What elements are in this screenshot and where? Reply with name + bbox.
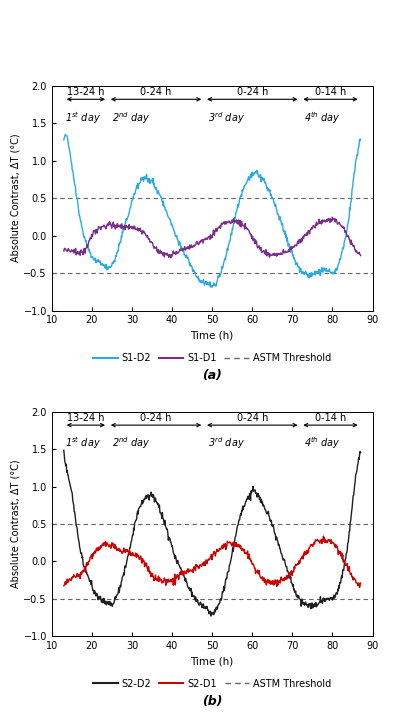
Text: 0-24 h: 0-24 h xyxy=(140,413,171,423)
Text: (b): (b) xyxy=(202,695,222,708)
Legend: S2-D2, S2-D1, ASTM Threshold: S2-D2, S2-D1, ASTM Threshold xyxy=(89,675,334,693)
Y-axis label: Absolute Contrast, ΔT (°C): Absolute Contrast, ΔT (°C) xyxy=(11,460,21,588)
Text: 4$^{th}$ day: 4$^{th}$ day xyxy=(304,110,340,126)
Text: 0-14 h: 0-14 h xyxy=(314,87,345,97)
Text: 13-24 h: 13-24 h xyxy=(67,87,104,97)
Text: 0-24 h: 0-24 h xyxy=(236,87,267,97)
Y-axis label: Absolute Contrast, ΔT (°C): Absolute Contrast, ΔT (°C) xyxy=(11,134,21,262)
Text: 1$^{st}$ day: 1$^{st}$ day xyxy=(64,435,100,451)
Text: 13-24 h: 13-24 h xyxy=(67,413,104,423)
Text: 4$^{th}$ day: 4$^{th}$ day xyxy=(304,435,340,451)
Text: 0-14 h: 0-14 h xyxy=(314,413,345,423)
X-axis label: Time (h): Time (h) xyxy=(190,657,233,667)
Text: 0-24 h: 0-24 h xyxy=(140,87,171,97)
Text: 2$^{nd}$ day: 2$^{nd}$ day xyxy=(112,435,150,451)
Text: 3$^{rd}$ day: 3$^{rd}$ day xyxy=(208,435,244,451)
Text: 0-24 h: 0-24 h xyxy=(236,413,267,423)
Text: (a): (a) xyxy=(202,369,222,382)
Text: 1$^{st}$ day: 1$^{st}$ day xyxy=(64,110,100,126)
X-axis label: Time (h): Time (h) xyxy=(190,331,233,341)
Text: 2$^{nd}$ day: 2$^{nd}$ day xyxy=(112,110,150,126)
Legend: S1-D2, S1-D1, ASTM Threshold: S1-D2, S1-D1, ASTM Threshold xyxy=(89,349,334,367)
Text: 3$^{rd}$ day: 3$^{rd}$ day xyxy=(208,110,244,126)
